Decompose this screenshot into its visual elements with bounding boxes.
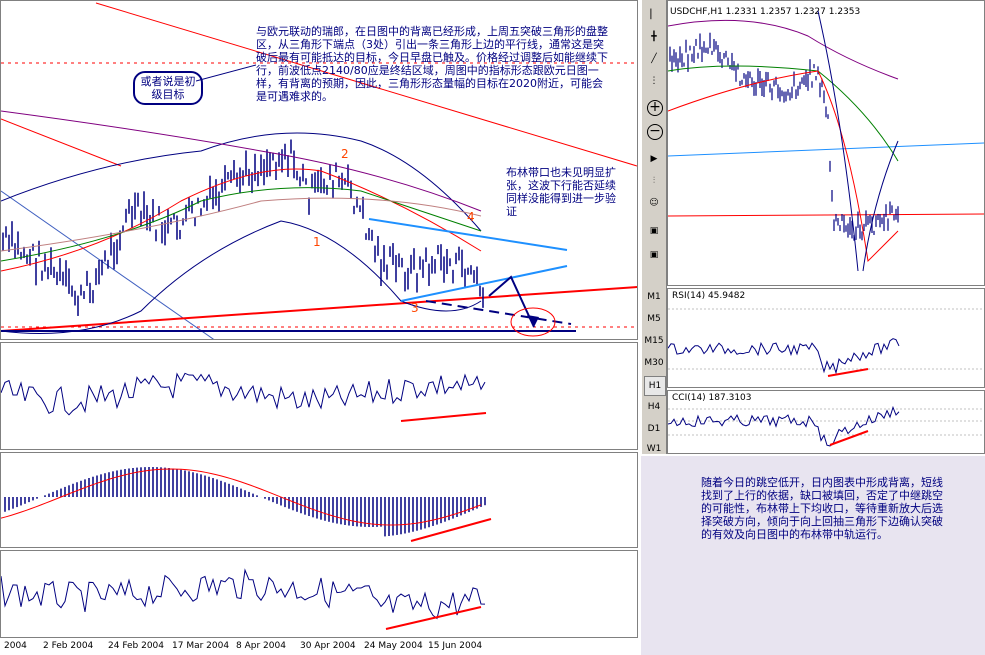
main-annotation: 与欧元联动的瑞郎，在日图中的背离已经形成，上周五突破三角形的盘整区，从三角形下端…: [256, 25, 608, 103]
wave-label-3: 3: [411, 301, 419, 315]
chart-toolbar: ▏ ╋ ╱ ⋮ + − ▶ ⫶ ☺ ▣ ▣ M1 M5 M15 M30 H1 H…: [641, 0, 667, 454]
x-label-2: 24 Feb 2004: [108, 641, 165, 651]
tf-m5[interactable]: M5: [647, 314, 661, 324]
shift-icon[interactable]: ⫶: [652, 176, 656, 186]
wave-label-1: 1: [313, 235, 321, 249]
wave-label-2: 2: [341, 147, 349, 161]
x-label-7: 15 Jun 2004: [428, 641, 483, 651]
bollinger-bands: [1, 110, 482, 334]
callout-pointer: [196, 64, 256, 82]
indicator-pane-3[interactable]: [0, 550, 638, 638]
h1-title: USDCHF,H1 1.2331 1.2357 1.2327 1.2353: [670, 7, 861, 17]
zoom-out-icon[interactable]: −: [647, 124, 663, 140]
right-annotation-text: 随着今日的跳空低开，日内图表中形成背离，短线找到了上行的依据，缺口被填回，否定了…: [701, 476, 943, 541]
tf-h1[interactable]: H1: [644, 376, 666, 396]
tf-d1[interactable]: D1: [647, 424, 661, 434]
rsi-chart: [668, 308, 984, 377]
h1-chart: [668, 10, 984, 272]
x-label-4: 8 Apr 2004: [236, 641, 286, 651]
cursor-icon[interactable]: ▏: [650, 10, 658, 20]
tf-w1[interactable]: W1: [646, 444, 662, 452]
rsi-label: RSI(14) 45.9482: [672, 291, 746, 301]
fibo-icon[interactable]: ⋮: [649, 76, 659, 86]
h1-price-pane[interactable]: USDCHF,H1 1.2331 1.2357 1.2327 1.2353: [667, 0, 985, 286]
callout-box: 或者说是初级目标: [133, 71, 203, 105]
x-label-6: 24 May 2004: [364, 641, 423, 651]
x-label-1: 2 Feb 2004: [43, 641, 94, 651]
trendline-icon[interactable]: ╱: [651, 54, 657, 64]
wave-label-4: 4: [467, 210, 475, 224]
tf-m30[interactable]: M30: [644, 358, 664, 368]
macd-chart: [0, 467, 492, 542]
x-label-3: 17 Mar 2004: [172, 641, 230, 651]
crosshair-icon[interactable]: ╋: [651, 32, 657, 42]
x-axis: 2004 2 Feb 2004 24 Feb 2004 17 Mar 2004 …: [0, 639, 638, 655]
profile-icon[interactable]: ▣: [649, 250, 659, 260]
annotation-panel: 随着今日的跳空低开，日内图表中形成背离，短线找到了上行的依据，缺口被填回，否定了…: [641, 456, 985, 655]
cci-chart: [668, 405, 984, 447]
candlestick-series: [2, 139, 484, 316]
x-label-5: 30 Apr 2004: [300, 641, 356, 651]
tf-m1[interactable]: M1: [647, 292, 661, 302]
template-icon[interactable]: ▣: [649, 226, 659, 236]
indicator-1-chart: [0, 372, 487, 422]
zoom-in-icon[interactable]: +: [647, 100, 663, 116]
cci-label: CCI(14) 187.3103: [672, 393, 752, 403]
tf-h4[interactable]: H4: [647, 402, 661, 412]
h1-rsi-pane[interactable]: RSI(14) 45.9482: [667, 288, 985, 388]
right-annotation: 布林带口也未见明显扩张，这波下行能否延续同样没能得到进一步验证: [506, 166, 616, 218]
x-label-0: 2004: [4, 641, 27, 651]
main-price-chart: [1, 2, 637, 339]
h1-cci-pane[interactable]: CCI(14) 187.3103: [667, 390, 985, 454]
main-price-pane[interactable]: 与欧元联动的瑞郎，在日图中的背离已经形成，上周五突破三角形的盘整区，从三角形下端…: [0, 0, 638, 340]
autoscroll-icon[interactable]: ▶: [650, 154, 658, 164]
tf-m15[interactable]: M15: [644, 336, 664, 346]
indicator-3-chart: [0, 568, 486, 630]
macd-pane[interactable]: [0, 452, 638, 548]
expert-icon[interactable]: ☺: [649, 198, 659, 208]
indicator-pane-1[interactable]: [0, 342, 638, 450]
